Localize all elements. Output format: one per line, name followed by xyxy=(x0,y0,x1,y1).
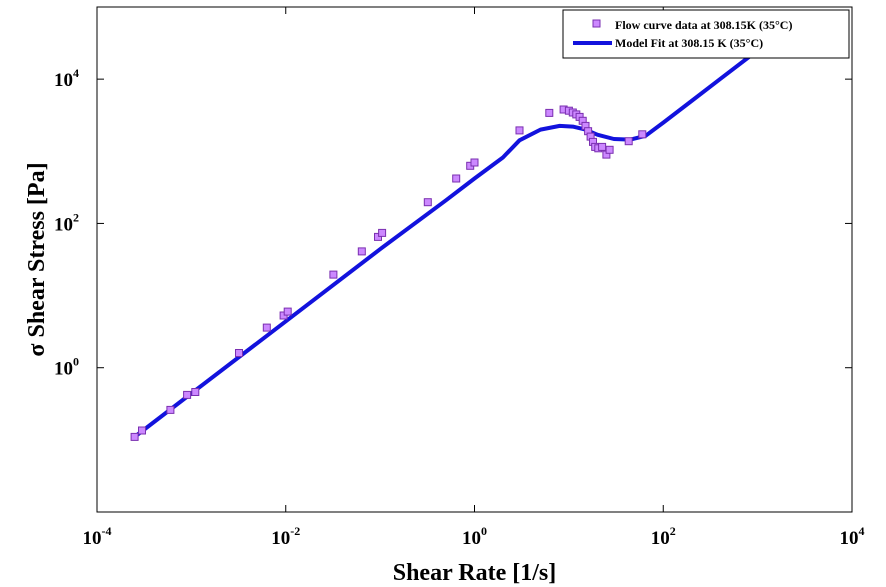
x-tick-label: 104 xyxy=(840,524,865,549)
y-axis-label: σ Shear Stress [Pa] xyxy=(24,162,50,356)
x-tick-label: 102 xyxy=(651,524,676,549)
data-point-marker xyxy=(452,174,461,183)
data-markers-layer xyxy=(130,105,647,441)
data-point-marker xyxy=(598,142,607,151)
data-point-marker xyxy=(605,145,614,154)
data-point-marker xyxy=(191,388,200,396)
data-point-marker xyxy=(624,137,633,146)
data-point-marker xyxy=(130,432,139,441)
x-tick-label: 10-2 xyxy=(271,524,300,549)
data-point-marker xyxy=(515,126,524,135)
legend-marker-icon xyxy=(592,19,601,28)
x-tick-label: 100 xyxy=(462,524,487,549)
data-point-marker xyxy=(166,405,175,414)
model-fit-layer xyxy=(132,48,760,439)
data-point-marker xyxy=(329,270,338,279)
legend-box xyxy=(562,9,850,59)
ticks-layer: 10-4 10-2 100 102 104 100 102 104 xyxy=(54,7,865,549)
model-fit-line xyxy=(132,48,760,439)
y-tick-label: 104 xyxy=(54,66,79,91)
data-point-marker xyxy=(283,307,292,316)
data-point-marker xyxy=(378,228,387,237)
legend-label-model-fit: Model Fit at 308.15 K (35°C) xyxy=(615,36,763,50)
y-tick-label: 102 xyxy=(54,210,79,235)
data-point-marker xyxy=(262,323,271,332)
legend: Flow curve data at 308.15K (35°C) Model … xyxy=(562,9,850,59)
data-point-marker xyxy=(357,247,366,256)
y-tick-label: 100 xyxy=(54,355,79,380)
plot-area xyxy=(96,6,853,513)
data-point-marker xyxy=(545,108,554,117)
legend-label-flow-data: Flow curve data at 308.15K (35°C) xyxy=(615,18,792,32)
x-tick-label: 10-4 xyxy=(83,524,112,549)
data-point-marker xyxy=(638,130,647,139)
data-point-marker xyxy=(470,158,479,167)
data-point-marker xyxy=(423,198,432,207)
x-axis-label: Shear Rate [1/s] xyxy=(393,560,557,586)
data-point-marker xyxy=(183,390,192,399)
data-point-marker xyxy=(235,349,243,357)
data-point-marker xyxy=(138,426,146,435)
